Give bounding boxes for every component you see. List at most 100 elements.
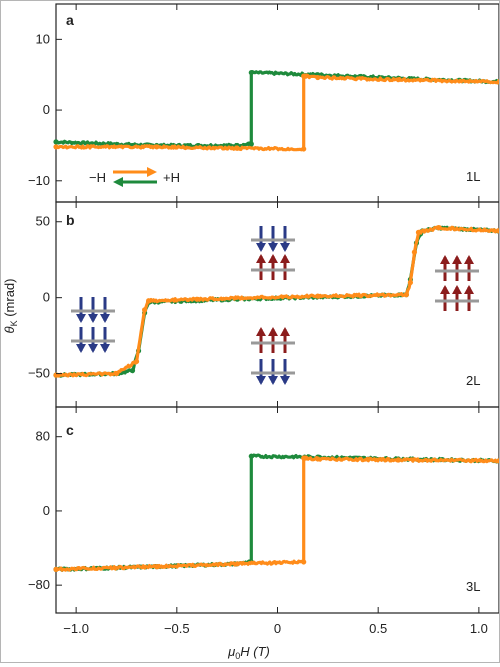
- data-point: [248, 141, 254, 147]
- data-point: [395, 457, 401, 463]
- x-tick-label: 0.5: [369, 621, 387, 636]
- panel-a-layer-label: 1L: [466, 169, 480, 184]
- data-point: [301, 559, 307, 565]
- data-point: [234, 561, 240, 567]
- spin-arrowhead: [280, 327, 290, 336]
- spin-arrowhead: [256, 243, 266, 252]
- y-axis-title-sub: K: [9, 320, 19, 326]
- spin-arrowhead: [280, 243, 290, 252]
- panel-a-letter: a: [66, 12, 74, 28]
- x-tick-label: −0.5: [164, 621, 190, 636]
- spin-arrowhead: [76, 314, 86, 323]
- spin-arrowhead: [268, 254, 278, 263]
- spin-arrowhead: [452, 285, 462, 294]
- x-axis-title-sub: 0: [235, 651, 240, 661]
- green-sweep-line: [55, 453, 500, 572]
- data-point: [315, 293, 321, 299]
- legend-green-arrowhead: [113, 177, 123, 187]
- data-point: [154, 564, 160, 570]
- orange-sweep-line: [55, 225, 500, 378]
- spin-arrowhead: [88, 314, 98, 323]
- spin-stack-icon: [251, 226, 295, 280]
- data-point: [154, 144, 160, 150]
- data-point: [194, 296, 200, 302]
- orange-sweep-line: [55, 73, 500, 152]
- panel-c-layer-label: 3L: [466, 579, 480, 594]
- data-point: [234, 145, 240, 151]
- spin-arrowhead: [76, 344, 86, 353]
- panel-a: a 1L −10 0 10 −H +H: [28, 3, 500, 203]
- spin-arrowhead: [452, 255, 462, 264]
- panel-c-letter: c: [66, 422, 74, 438]
- legend-plus-h: +H: [163, 170, 180, 185]
- panel-b-letter: b: [66, 212, 75, 228]
- spin-stack-icon: [435, 255, 479, 311]
- data-point: [53, 144, 59, 150]
- green-sweep-line: [55, 225, 500, 378]
- spin-arrowhead: [464, 255, 474, 264]
- data-point: [129, 367, 136, 374]
- spin-arrowhead: [100, 344, 110, 353]
- x-tick-label: −1.0: [63, 621, 89, 636]
- spin-arrowhead: [88, 344, 98, 353]
- spin-arrowhead: [440, 285, 450, 294]
- spin-stack-icon: [71, 297, 115, 353]
- y-tick-label: −50: [28, 366, 50, 381]
- data-point: [415, 229, 422, 235]
- orange-sweep-line: [55, 455, 500, 572]
- green-sweep-line: [55, 70, 500, 149]
- spin-arrowhead: [100, 314, 110, 323]
- data-point: [301, 146, 307, 152]
- data-point: [315, 74, 321, 81]
- panel-a-y-ticks: −10 0 10: [28, 31, 62, 188]
- x-tick-label: 1.0: [470, 621, 488, 636]
- spin-arrowhead: [256, 327, 266, 336]
- y-tick-label: 80: [36, 429, 50, 444]
- y-tick-label: 0: [43, 290, 50, 305]
- data-point: [301, 455, 307, 461]
- data-point: [53, 139, 59, 145]
- data-point: [146, 298, 152, 304]
- data-point: [133, 358, 140, 365]
- spin-arrowhead: [280, 254, 290, 263]
- spin-arrowhead: [280, 376, 290, 385]
- data-point: [248, 69, 254, 76]
- sweep-legend: −H +H: [89, 167, 180, 187]
- panel-b-y-ticks: −50 0 50: [28, 214, 62, 381]
- panel-a-series: [53, 69, 500, 152]
- panel-c-y-ticks: −80 0 80: [28, 429, 62, 592]
- panel-c-frame: [55, 406, 500, 614]
- y-axis-title-theta: θ: [2, 326, 17, 333]
- data-point: [301, 73, 307, 79]
- data-point: [315, 456, 321, 462]
- panel-b: b 2L −50 0 50: [28, 201, 500, 408]
- x-axis-title-mu: μ: [227, 644, 235, 659]
- spin-arrowhead: [268, 243, 278, 252]
- panel-b-series: [53, 225, 500, 378]
- data-point: [411, 249, 418, 255]
- y-axis-title-rest: (mrad): [2, 279, 17, 321]
- y-tick-label: −10: [28, 173, 50, 188]
- data-point: [435, 225, 442, 231]
- data-point: [53, 566, 59, 572]
- panel-c-series: [53, 453, 500, 572]
- y-tick-label: 10: [36, 31, 50, 46]
- data-point: [248, 453, 254, 459]
- spin-arrowhead: [268, 327, 278, 336]
- spin-arrowhead: [440, 255, 450, 264]
- x-axis: −1.0 −0.5 0 0.5 1.0: [63, 4, 488, 636]
- x-tick-label: 0: [274, 621, 281, 636]
- spin-arrowhead: [256, 254, 266, 263]
- y-tick-label: −80: [28, 577, 50, 592]
- data-point: [403, 292, 409, 298]
- spin-configuration-icons: [71, 226, 479, 385]
- data-point: [407, 279, 413, 286]
- spin-arrowhead: [268, 376, 278, 385]
- y-tick-label: 0: [43, 102, 50, 117]
- x-axis-title: μ0H (T): [227, 644, 270, 661]
- panel-b-layer-label: 2L: [466, 373, 480, 388]
- data-point: [113, 370, 120, 377]
- spin-arrowhead: [256, 376, 266, 385]
